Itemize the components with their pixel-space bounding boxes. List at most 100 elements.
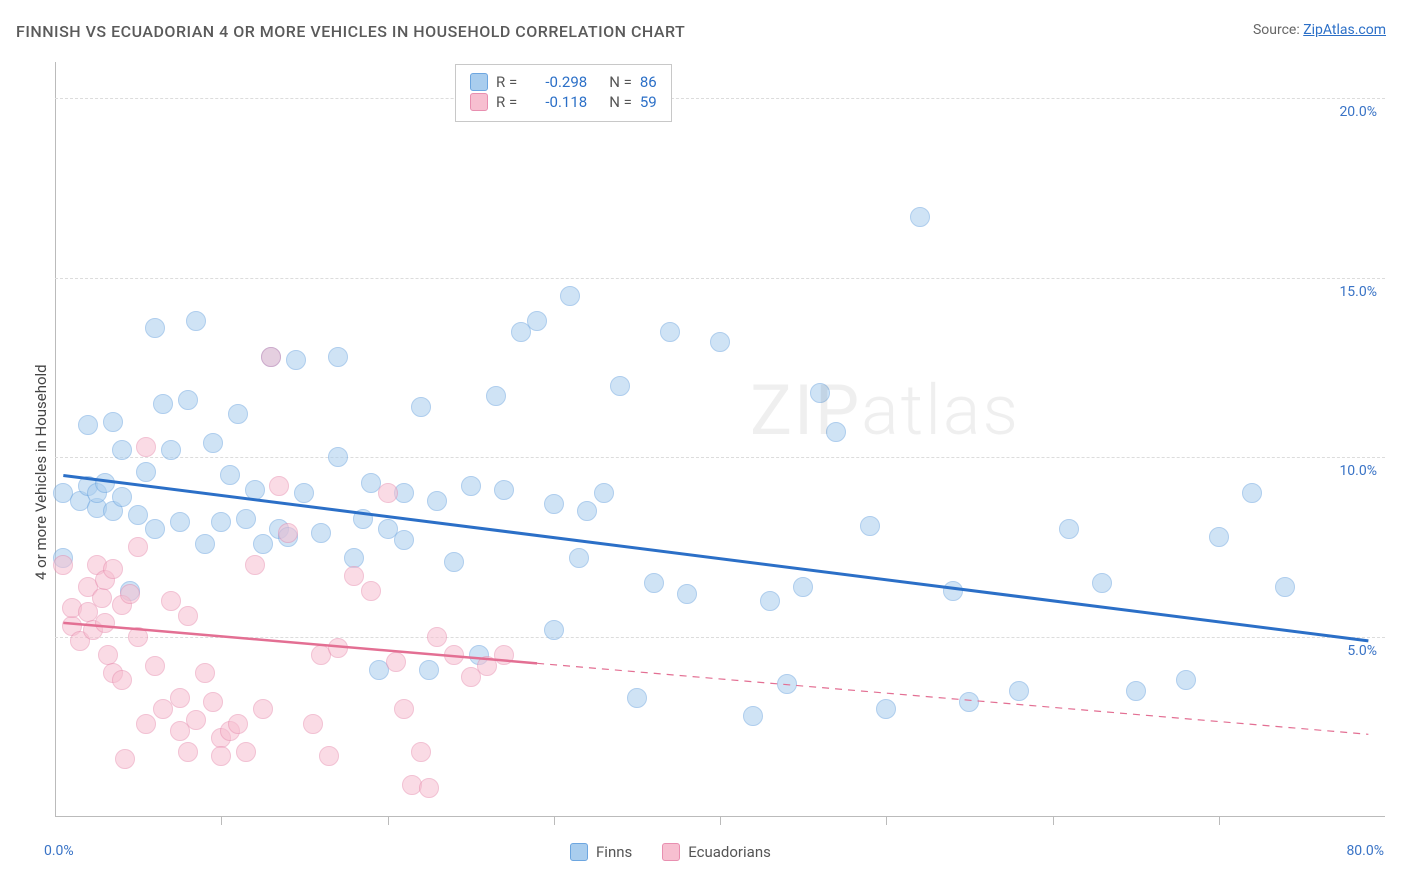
stats-row: R = -0.118N = 59	[470, 93, 657, 111]
legend-swatch	[570, 843, 588, 861]
gridline	[55, 637, 1385, 638]
stats-r-label: R =	[496, 73, 517, 91]
data-point	[228, 714, 248, 734]
data-point	[78, 415, 98, 435]
legend-label: Finns	[596, 843, 632, 861]
data-point	[98, 645, 118, 665]
data-point	[1242, 483, 1262, 503]
legend-item: Finns	[570, 843, 632, 861]
trend-dashed	[537, 663, 1368, 734]
data-point	[394, 530, 414, 550]
data-point	[145, 519, 165, 539]
stats-r-value: -0.298	[525, 73, 587, 91]
data-point	[253, 699, 273, 719]
data-point	[627, 688, 647, 708]
data-point	[112, 670, 132, 690]
data-point	[161, 591, 181, 611]
data-point	[120, 584, 140, 604]
data-point	[577, 501, 597, 521]
x-tick	[720, 817, 721, 825]
data-point	[394, 699, 414, 719]
data-point	[145, 318, 165, 338]
data-point	[411, 397, 431, 417]
data-point	[1009, 681, 1029, 701]
data-point	[261, 347, 281, 367]
source-prefix: Source:	[1253, 22, 1303, 38]
gridline	[55, 457, 1385, 458]
data-point	[461, 476, 481, 496]
data-point	[195, 663, 215, 683]
data-point	[419, 660, 439, 680]
y-axis-line	[55, 62, 56, 817]
data-point	[186, 311, 206, 331]
data-point	[294, 483, 314, 503]
data-point	[793, 577, 813, 597]
data-point	[1176, 670, 1196, 690]
data-point	[677, 584, 697, 604]
data-point	[128, 537, 148, 557]
data-point	[153, 394, 173, 414]
data-point	[876, 699, 896, 719]
data-point	[427, 627, 447, 647]
data-point	[910, 207, 930, 227]
data-point	[319, 746, 339, 766]
data-point	[419, 778, 439, 798]
data-point	[1275, 577, 1295, 597]
data-point	[743, 706, 763, 726]
data-point	[220, 465, 240, 485]
data-point	[228, 404, 248, 424]
data-point	[660, 322, 680, 342]
data-point	[594, 483, 614, 503]
data-point	[328, 347, 348, 367]
legend-swatch	[662, 843, 680, 861]
data-point	[378, 483, 398, 503]
data-point	[1209, 527, 1229, 547]
data-point	[328, 638, 348, 658]
data-point	[494, 480, 514, 500]
data-point	[170, 512, 190, 532]
stats-r-value: -0.118	[525, 93, 587, 111]
data-point	[112, 440, 132, 460]
data-point	[644, 573, 664, 593]
scatter-chart: 5.0%10.0%15.0%20.0%	[55, 62, 1385, 817]
stats-n-label: N =	[609, 93, 632, 111]
data-point	[344, 566, 364, 586]
data-point	[1059, 519, 1079, 539]
series-swatch	[470, 73, 488, 91]
data-point	[203, 433, 223, 453]
data-point	[777, 674, 797, 694]
stats-n-label: N =	[609, 73, 632, 91]
data-point	[959, 692, 979, 712]
data-point	[444, 645, 464, 665]
data-point	[203, 692, 223, 712]
data-point	[544, 620, 564, 640]
source-attribution: Source: ZipAtlas.com	[1253, 22, 1386, 38]
data-point	[286, 350, 306, 370]
y-tick-label: 10.0%	[1339, 463, 1377, 479]
data-point	[53, 555, 73, 575]
data-point	[1092, 573, 1112, 593]
source-link[interactable]: ZipAtlas.com	[1303, 22, 1386, 38]
legend-label: Ecuadorians	[688, 843, 771, 861]
data-point	[810, 383, 830, 403]
data-point	[245, 480, 265, 500]
data-point	[236, 742, 256, 762]
data-point	[195, 534, 215, 554]
data-point	[361, 581, 381, 601]
data-point	[278, 523, 298, 543]
data-point	[128, 505, 148, 525]
series-swatch	[470, 93, 488, 111]
data-point	[610, 376, 630, 396]
data-point	[95, 613, 115, 633]
data-point	[178, 606, 198, 626]
data-point	[560, 286, 580, 306]
data-point	[103, 559, 123, 579]
data-point	[311, 523, 331, 543]
data-point	[253, 534, 273, 554]
x-axis-min-label: 0.0%	[44, 843, 74, 859]
y-tick-label: 5.0%	[1347, 643, 1377, 659]
data-point	[427, 491, 447, 511]
gridline	[55, 98, 1385, 99]
x-axis-max-label: 80.0%	[1346, 843, 1384, 859]
data-point	[128, 627, 148, 647]
